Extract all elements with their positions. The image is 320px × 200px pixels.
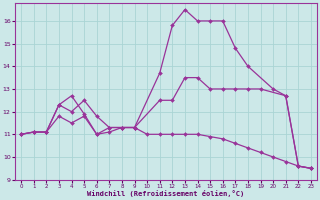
X-axis label: Windchill (Refroidissement éolien,°C): Windchill (Refroidissement éolien,°C) (87, 190, 245, 197)
